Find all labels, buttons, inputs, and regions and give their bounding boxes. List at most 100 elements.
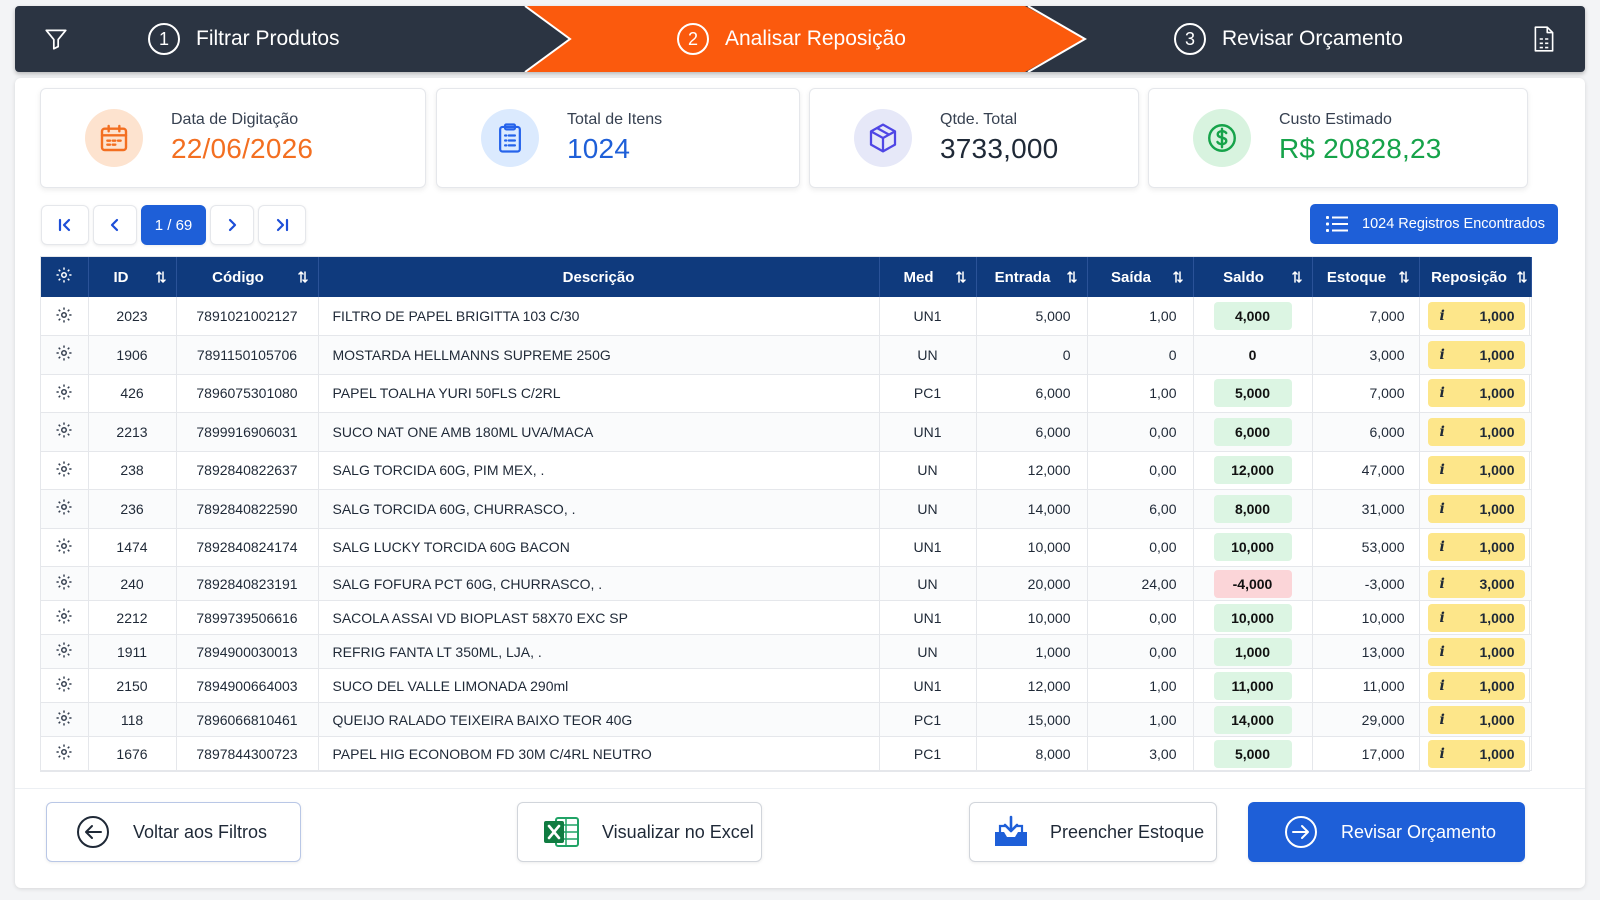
row-settings-cell[interactable] [41, 297, 89, 336]
reposicao-input[interactable]: i 1,000 [1427, 671, 1525, 700]
info-icon[interactable]: i [1439, 677, 1445, 694]
column-header-saldo[interactable]: Saldo [1193, 257, 1313, 297]
records-found-button[interactable]: 1024 Registros Encontrados [1310, 204, 1558, 244]
reposicao-input[interactable]: i 1,000 [1427, 603, 1525, 632]
reposicao-input[interactable]: i 1,000 [1427, 533, 1525, 562]
info-icon[interactable]: i [1439, 346, 1445, 363]
cell-reposicao[interactable]: i 1,000 [1419, 634, 1532, 669]
reposicao-input[interactable]: i 1,000 [1427, 302, 1525, 330]
cell-reposicao[interactable]: i 1,000 [1419, 374, 1532, 413]
gear-icon[interactable] [55, 499, 73, 519]
sort-icon[interactable] [1516, 270, 1527, 288]
reposicao-input[interactable]: i 1,000 [1427, 637, 1525, 666]
step-revisar-orcamento[interactable]: 3 Revisar Orçamento [1174, 6, 1403, 72]
prev-page-button[interactable] [93, 205, 137, 245]
step-filtrar-produtos[interactable]: 1 Filtrar Produtos [148, 6, 340, 72]
column-header-descricao[interactable]: Descrição [318, 257, 880, 297]
reposicao-input[interactable]: i 1,000 [1427, 705, 1525, 734]
sort-icon[interactable] [155, 270, 166, 288]
reposicao-input[interactable]: i 1,000 [1427, 340, 1525, 369]
sort-icon[interactable] [1172, 270, 1183, 288]
gear-icon[interactable] [55, 461, 73, 481]
gear-icon[interactable] [55, 538, 73, 558]
table-row[interactable]: 1911 7894900030013 REFRIG FANTA LT 350ML, … [41, 634, 1532, 669]
table-row[interactable]: 2023 7891021002127 FILTRO DE PAPEL BRIGITT… [41, 297, 1532, 336]
fill-stock-button[interactable]: Preencher Estoque [969, 802, 1217, 862]
reposicao-input[interactable]: i 3,000 [1427, 569, 1525, 598]
info-icon[interactable]: i [1439, 609, 1445, 626]
reposicao-input[interactable]: i 1,000 [1427, 456, 1525, 485]
cell-reposicao[interactable]: i 1,000 [1419, 412, 1532, 452]
row-settings-cell[interactable] [41, 566, 89, 601]
document-icon[interactable] [1531, 25, 1557, 58]
cell-reposicao[interactable]: i 1,000 [1419, 297, 1532, 336]
view-excel-button[interactable]: Visualizar no Excel [517, 802, 762, 862]
reposicao-input[interactable]: i 1,000 [1427, 739, 1525, 768]
table-row[interactable]: 236 7892840822590 SALG TORCIDA 60G, CHURRA… [41, 489, 1532, 529]
gear-icon[interactable] [55, 345, 73, 365]
gear-icon[interactable] [55, 642, 73, 662]
row-settings-cell[interactable] [41, 634, 89, 669]
row-settings-cell[interactable] [41, 736, 89, 771]
table-row[interactable]: 240 7892840823191 SALG FOFURA PCT 60G, CHU… [41, 566, 1532, 601]
table-row[interactable]: 2212 7899739506616 SACOLA ASSAI VD BIOPLAS… [41, 600, 1532, 635]
gear-icon[interactable] [55, 676, 73, 696]
info-icon[interactable]: i [1439, 462, 1445, 479]
column-header-estoque[interactable]: Estoque [1312, 257, 1420, 297]
gear-icon[interactable] [55, 307, 73, 327]
reposicao-input[interactable]: i 1,000 [1427, 494, 1525, 523]
table-row[interactable]: 2213 7899916906031 SUCO NAT ONE AMB 180ML … [41, 412, 1532, 452]
cell-reposicao[interactable]: i 3,000 [1419, 566, 1532, 601]
column-header-saida[interactable]: Saída [1087, 257, 1194, 297]
row-settings-cell[interactable] [41, 335, 89, 375]
info-icon[interactable]: i [1439, 500, 1445, 517]
current-page[interactable]: 1 / 69 [141, 205, 206, 245]
column-header-entrada[interactable]: Entrada [976, 257, 1088, 297]
cell-reposicao[interactable]: i 1,000 [1419, 335, 1532, 375]
sort-icon[interactable] [297, 270, 308, 288]
table-row[interactable]: 238 7892840822637 SALG TORCIDA 60G, PIM ME… [41, 451, 1532, 490]
filter-icon[interactable] [43, 26, 69, 57]
column-header-codigo[interactable]: Código [176, 257, 319, 297]
sort-icon[interactable] [1291, 270, 1302, 288]
gear-icon[interactable] [55, 744, 73, 764]
table-row[interactable]: 118 7896066810461 QUEIJO RALADO TEIXEIRA B… [41, 702, 1532, 737]
info-icon[interactable]: i [1439, 575, 1445, 592]
row-settings-cell[interactable] [41, 668, 89, 703]
table-row[interactable]: 1906 7891150105706 MOSTARDA HELLMANNS SUPR… [41, 335, 1532, 375]
next-page-button[interactable] [210, 205, 254, 245]
reposicao-input[interactable]: i 1,000 [1427, 417, 1525, 446]
review-budget-button[interactable]: Revisar Orçamento [1248, 802, 1525, 862]
row-settings-cell[interactable] [41, 600, 89, 635]
row-settings-cell[interactable] [41, 451, 89, 490]
table-row[interactable]: 426 7896075301080 PAPEL TOALHA YURI 50FLS … [41, 374, 1532, 413]
reposicao-input[interactable]: i 1,000 [1427, 379, 1525, 408]
table-row[interactable]: 2150 7894900664003 SUCO DEL VALLE LIMONADA… [41, 668, 1532, 703]
sort-icon[interactable] [1398, 270, 1409, 288]
column-header-reposicao[interactable]: Reposição [1419, 257, 1532, 297]
cell-reposicao[interactable]: i 1,000 [1419, 668, 1532, 703]
column-settings-header[interactable] [41, 257, 89, 297]
gear-icon[interactable] [55, 608, 73, 628]
cell-reposicao[interactable]: i 1,000 [1419, 489, 1532, 529]
back-to-filters-button[interactable]: Voltar aos Filtros [46, 802, 301, 862]
info-icon[interactable]: i [1439, 423, 1445, 440]
row-settings-cell[interactable] [41, 702, 89, 737]
column-header-id[interactable]: ID [88, 257, 177, 297]
sort-icon[interactable] [955, 270, 966, 288]
cell-reposicao[interactable]: i 1,000 [1419, 702, 1532, 737]
info-icon[interactable]: i [1439, 308, 1445, 324]
cell-reposicao[interactable]: i 1,000 [1419, 451, 1532, 490]
column-header-med[interactable]: Med [879, 257, 977, 297]
sort-icon[interactable] [1066, 270, 1077, 288]
cell-reposicao[interactable]: i 1,000 [1419, 528, 1532, 567]
first-page-button[interactable] [41, 205, 89, 245]
cell-reposicao[interactable]: i 1,000 [1419, 736, 1532, 771]
row-settings-cell[interactable] [41, 528, 89, 567]
table-row[interactable]: 1474 7892840824174 SALG LUCKY TORCIDA 60G … [41, 528, 1532, 567]
gear-icon[interactable] [55, 574, 73, 594]
row-settings-cell[interactable] [41, 412, 89, 452]
step-analisar-reposicao[interactable]: 2 Analisar Reposição [677, 6, 906, 72]
info-icon[interactable]: i [1439, 385, 1445, 402]
cell-reposicao[interactable]: i 1,000 [1419, 600, 1532, 635]
